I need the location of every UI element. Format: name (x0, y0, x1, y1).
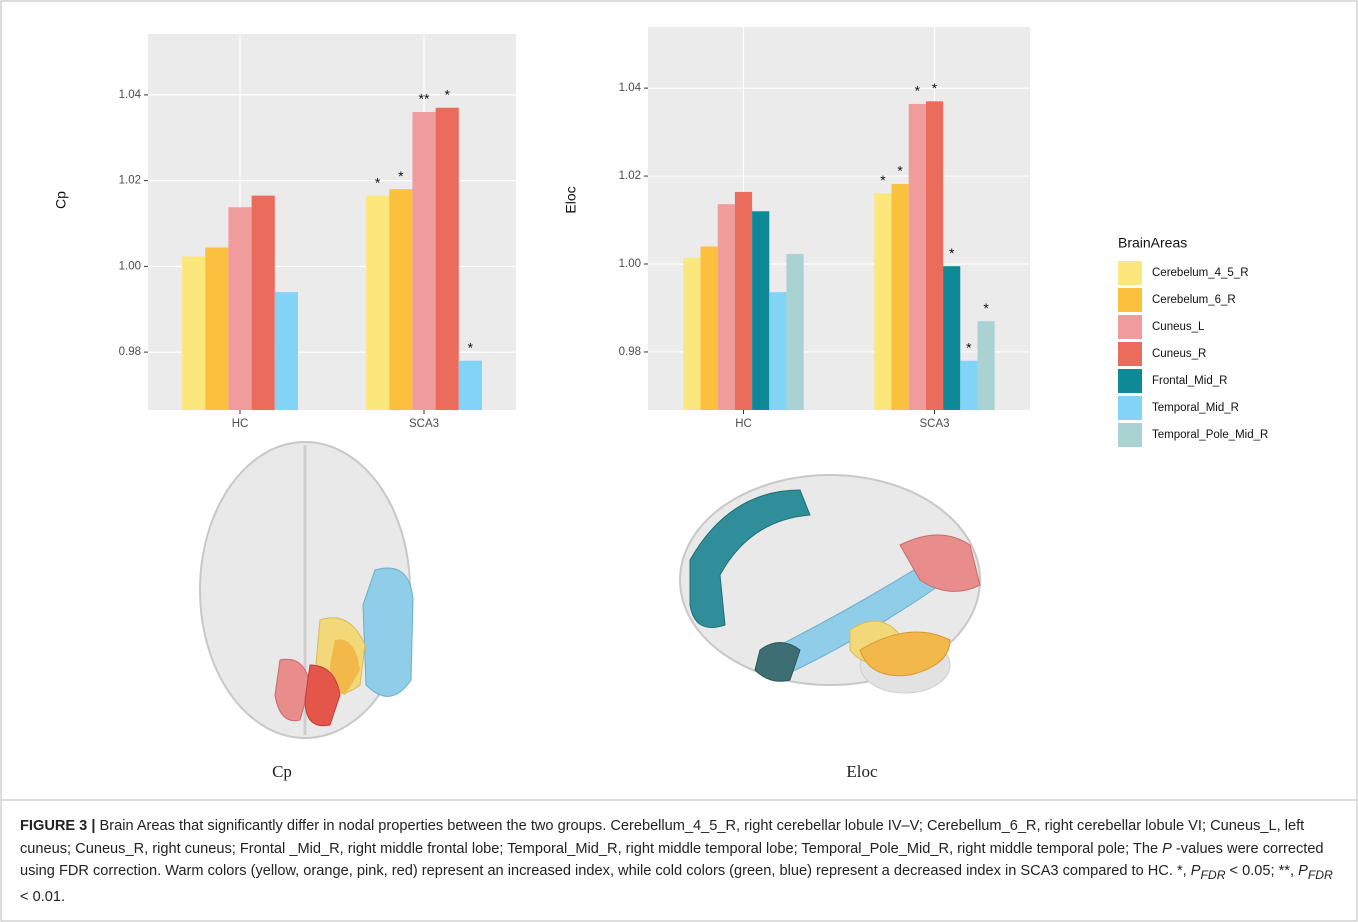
brain-image-side (680, 475, 980, 693)
bar (892, 184, 909, 410)
significance-label: * (375, 174, 381, 190)
bar (735, 192, 752, 410)
legend-label: Cerebelum_4_5_R (1152, 267, 1249, 279)
bar (786, 254, 803, 410)
x-tick-label: SCA3 (919, 418, 949, 430)
bar (718, 204, 735, 410)
bar (909, 104, 926, 410)
significance-label: * (468, 339, 474, 355)
caption-text: < 0.01. (20, 889, 65, 905)
significance-label: * (897, 163, 903, 179)
bar (874, 193, 891, 410)
y-tick-label: 0.98 (119, 346, 141, 358)
bar (366, 196, 389, 410)
y-tick-label: 1.00 (119, 260, 141, 272)
caption-text: < 0.05; **, (1225, 863, 1298, 879)
x-tick-label: HC (232, 418, 249, 430)
image-label: Eloc (846, 762, 878, 781)
x-tick-label: SCA3 (409, 418, 439, 430)
bar (977, 321, 994, 410)
y-tick-label: 1.02 (619, 170, 641, 182)
legend-key (1118, 261, 1142, 285)
caption-text: FDR (1308, 868, 1333, 882)
y-axis-label: Cp (53, 191, 69, 209)
x-tick-label: HC (735, 418, 752, 430)
legend-label: Cerebelum_6_R (1152, 294, 1236, 306)
y-tick-label: 1.04 (619, 82, 642, 94)
significance-label: * (983, 300, 989, 316)
bar (752, 211, 769, 410)
significance-label: * (880, 172, 886, 188)
legend-key (1118, 342, 1142, 366)
legend-label: Temporal_Mid_R (1152, 402, 1239, 414)
y-tick-label: 1.04 (119, 89, 142, 101)
significance-label: ** (419, 91, 430, 107)
bar (459, 361, 482, 410)
y-tick-label: 1.00 (619, 258, 641, 270)
bar (769, 292, 786, 410)
legend-key (1118, 396, 1142, 420)
bar (182, 257, 205, 410)
legend-label: Cuneus_L (1152, 321, 1205, 333)
legend-label: Temporal_Pole_Mid_R (1152, 429, 1268, 441)
significance-label: * (949, 245, 955, 261)
bar (926, 101, 943, 410)
legend-title: BrainAreas (1118, 235, 1187, 251)
caption-label: FIGURE 3 | (20, 818, 95, 834)
significance-label: * (932, 80, 938, 96)
significance-label: * (915, 83, 921, 99)
image-label: Cp (272, 762, 292, 781)
bar (943, 266, 960, 410)
brain-image-top (200, 442, 413, 738)
significance-label: * (444, 86, 450, 102)
chart: Cp Eloc 0.981.001.021.04HCSCA3******Cp0.… (0, 0, 1358, 922)
bar (228, 207, 251, 410)
caption-text: P (1298, 863, 1308, 879)
legend-key (1118, 423, 1142, 447)
caption: FIGURE 3 | Brain Areas that significantl… (20, 815, 1340, 909)
caption-text: Brain Areas that significantly differ in… (20, 818, 1304, 857)
bar (412, 112, 435, 410)
bar (960, 361, 977, 410)
y-axis-label: Eloc (563, 186, 579, 213)
bar (252, 196, 275, 410)
legend-key (1118, 315, 1142, 339)
caption-text: P (1162, 841, 1172, 857)
legend-label: Cuneus_R (1152, 348, 1206, 360)
bar (683, 258, 700, 410)
significance-label: * (398, 168, 404, 184)
caption-text: FDR (1200, 868, 1225, 882)
bar (436, 108, 459, 410)
y-tick-label: 0.98 (619, 346, 641, 358)
legend-label: Frontal_Mid_R (1152, 375, 1227, 387)
bar (701, 246, 718, 410)
bar (389, 189, 412, 410)
bar (275, 292, 298, 410)
legend-key (1118, 288, 1142, 312)
significance-label: * (966, 339, 972, 355)
legend-key (1118, 369, 1142, 393)
y-tick-label: 1.02 (119, 175, 141, 187)
figure: Cp Eloc 0.981.001.021.04HCSCA3******Cp0.… (0, 0, 1358, 922)
bar (205, 248, 228, 410)
